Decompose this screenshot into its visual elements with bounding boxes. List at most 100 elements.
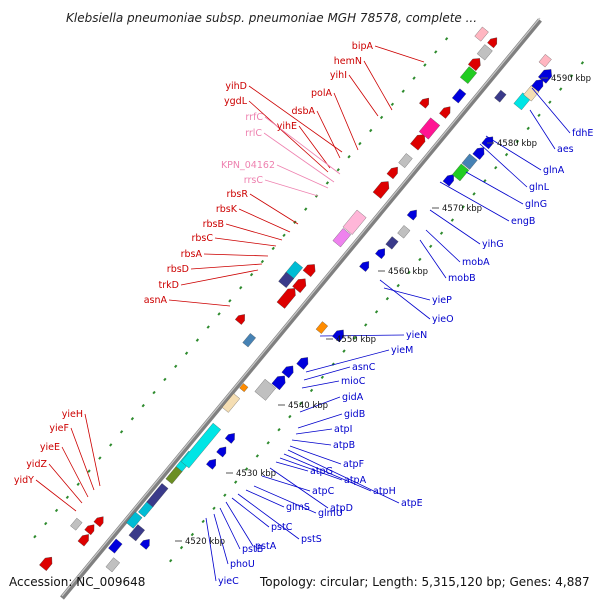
gene-label: gidA — [342, 392, 364, 403]
gene-feature — [70, 517, 83, 531]
gene-arrow — [406, 209, 417, 221]
gene-arrow — [410, 134, 426, 151]
tick-dot — [141, 403, 145, 408]
gene-feature — [39, 556, 53, 571]
leader-line — [333, 92, 359, 151]
tick-dot — [271, 246, 275, 251]
gene-label: asnA — [144, 295, 168, 306]
gene-feature — [468, 58, 481, 72]
leader-line — [84, 413, 101, 487]
leader-line — [485, 135, 542, 171]
tick-dot — [401, 89, 405, 93]
gene-feature — [146, 483, 169, 508]
leader-line — [319, 334, 405, 337]
gene-label: atpA — [344, 475, 367, 486]
gene-feature — [418, 117, 441, 140]
gene-feature — [359, 261, 370, 272]
gene-feature — [128, 524, 145, 542]
leader-line — [276, 164, 329, 189]
tick-dot — [109, 443, 113, 447]
leader-lines — [35, 45, 571, 582]
tick-dot — [163, 377, 167, 382]
gene-label: dsbA — [291, 106, 315, 117]
leader-line — [465, 171, 524, 205]
gene-label: rbsK — [216, 204, 238, 215]
leader-line — [374, 45, 425, 63]
gene-box — [128, 524, 145, 542]
gene-box — [105, 557, 120, 573]
tick-dot — [580, 61, 585, 65]
leader-line — [439, 181, 510, 222]
gene-label: glnL — [529, 182, 550, 193]
gene-feature — [139, 539, 150, 550]
gene-arrow — [531, 79, 544, 92]
gene-feature — [93, 516, 104, 528]
gene-box — [70, 517, 83, 531]
gene-feature — [461, 153, 478, 170]
gene-label: yieE — [40, 442, 60, 453]
gene-feature — [476, 44, 493, 61]
gene-label: KPN_04162 — [221, 160, 275, 171]
leader-line — [295, 428, 333, 435]
gene-label: rbsC — [191, 233, 213, 244]
tick-dot — [65, 495, 70, 500]
gene-label: glnG — [525, 199, 547, 210]
gene-label: yihE — [277, 121, 297, 132]
leader-line — [264, 116, 341, 175]
gene-box — [332, 228, 351, 248]
tick-dot — [379, 115, 384, 120]
gene-feature — [474, 26, 489, 42]
gene-feature — [386, 166, 398, 180]
gene-box — [278, 271, 295, 288]
gene-feature — [459, 66, 478, 84]
gene-box — [494, 89, 507, 103]
tick-dot — [407, 270, 411, 275]
leader-line — [298, 125, 331, 169]
tick-dot — [174, 364, 178, 369]
gene-feature — [372, 181, 390, 199]
tick-dot — [169, 559, 173, 563]
leader-line — [283, 453, 372, 492]
gene-feature — [452, 163, 470, 182]
gene-label: yieF — [49, 423, 69, 434]
tick-dot — [152, 390, 156, 395]
leader-line — [253, 485, 317, 514]
tick-dot — [234, 480, 238, 484]
gene-label: rrlC — [245, 128, 262, 139]
tick-dot — [201, 519, 205, 524]
gene-feature — [332, 228, 351, 248]
gene-arrow — [302, 264, 316, 278]
gene-label: pstS — [301, 534, 322, 545]
gene-feature — [271, 375, 286, 391]
gene-label: yieP — [432, 295, 452, 306]
gene-box — [418, 117, 441, 140]
tick-dot — [206, 325, 210, 329]
gene-arrow — [359, 261, 370, 272]
gene-label: atpF — [343, 459, 364, 470]
tick-dot — [217, 312, 221, 316]
gene-arrow — [93, 516, 104, 528]
gene-box — [315, 321, 328, 334]
tick-dot — [325, 181, 330, 185]
leader-line — [214, 237, 277, 247]
gene-label: atpH — [373, 486, 396, 497]
tick-dot — [119, 430, 124, 434]
leader-line — [379, 279, 431, 320]
leader-line — [237, 493, 300, 540]
gene-arrow — [271, 375, 286, 391]
gene-arrow — [77, 534, 89, 547]
tick-dot — [98, 456, 102, 460]
gene-features — [39, 26, 552, 573]
gene-label: glmU — [318, 508, 343, 519]
gene-arrow — [84, 524, 95, 536]
gene-label: yieH — [62, 409, 83, 420]
tick-dot — [537, 113, 541, 118]
gene-label: fdhE — [572, 128, 593, 139]
tick-dot — [347, 155, 351, 159]
gene-label: yieO — [432, 314, 454, 325]
gene-label: mobA — [462, 257, 490, 268]
tick-dot — [228, 299, 232, 303]
gene-label: bipA — [352, 41, 374, 52]
leader-line — [291, 439, 332, 446]
gene-feature — [242, 333, 256, 348]
